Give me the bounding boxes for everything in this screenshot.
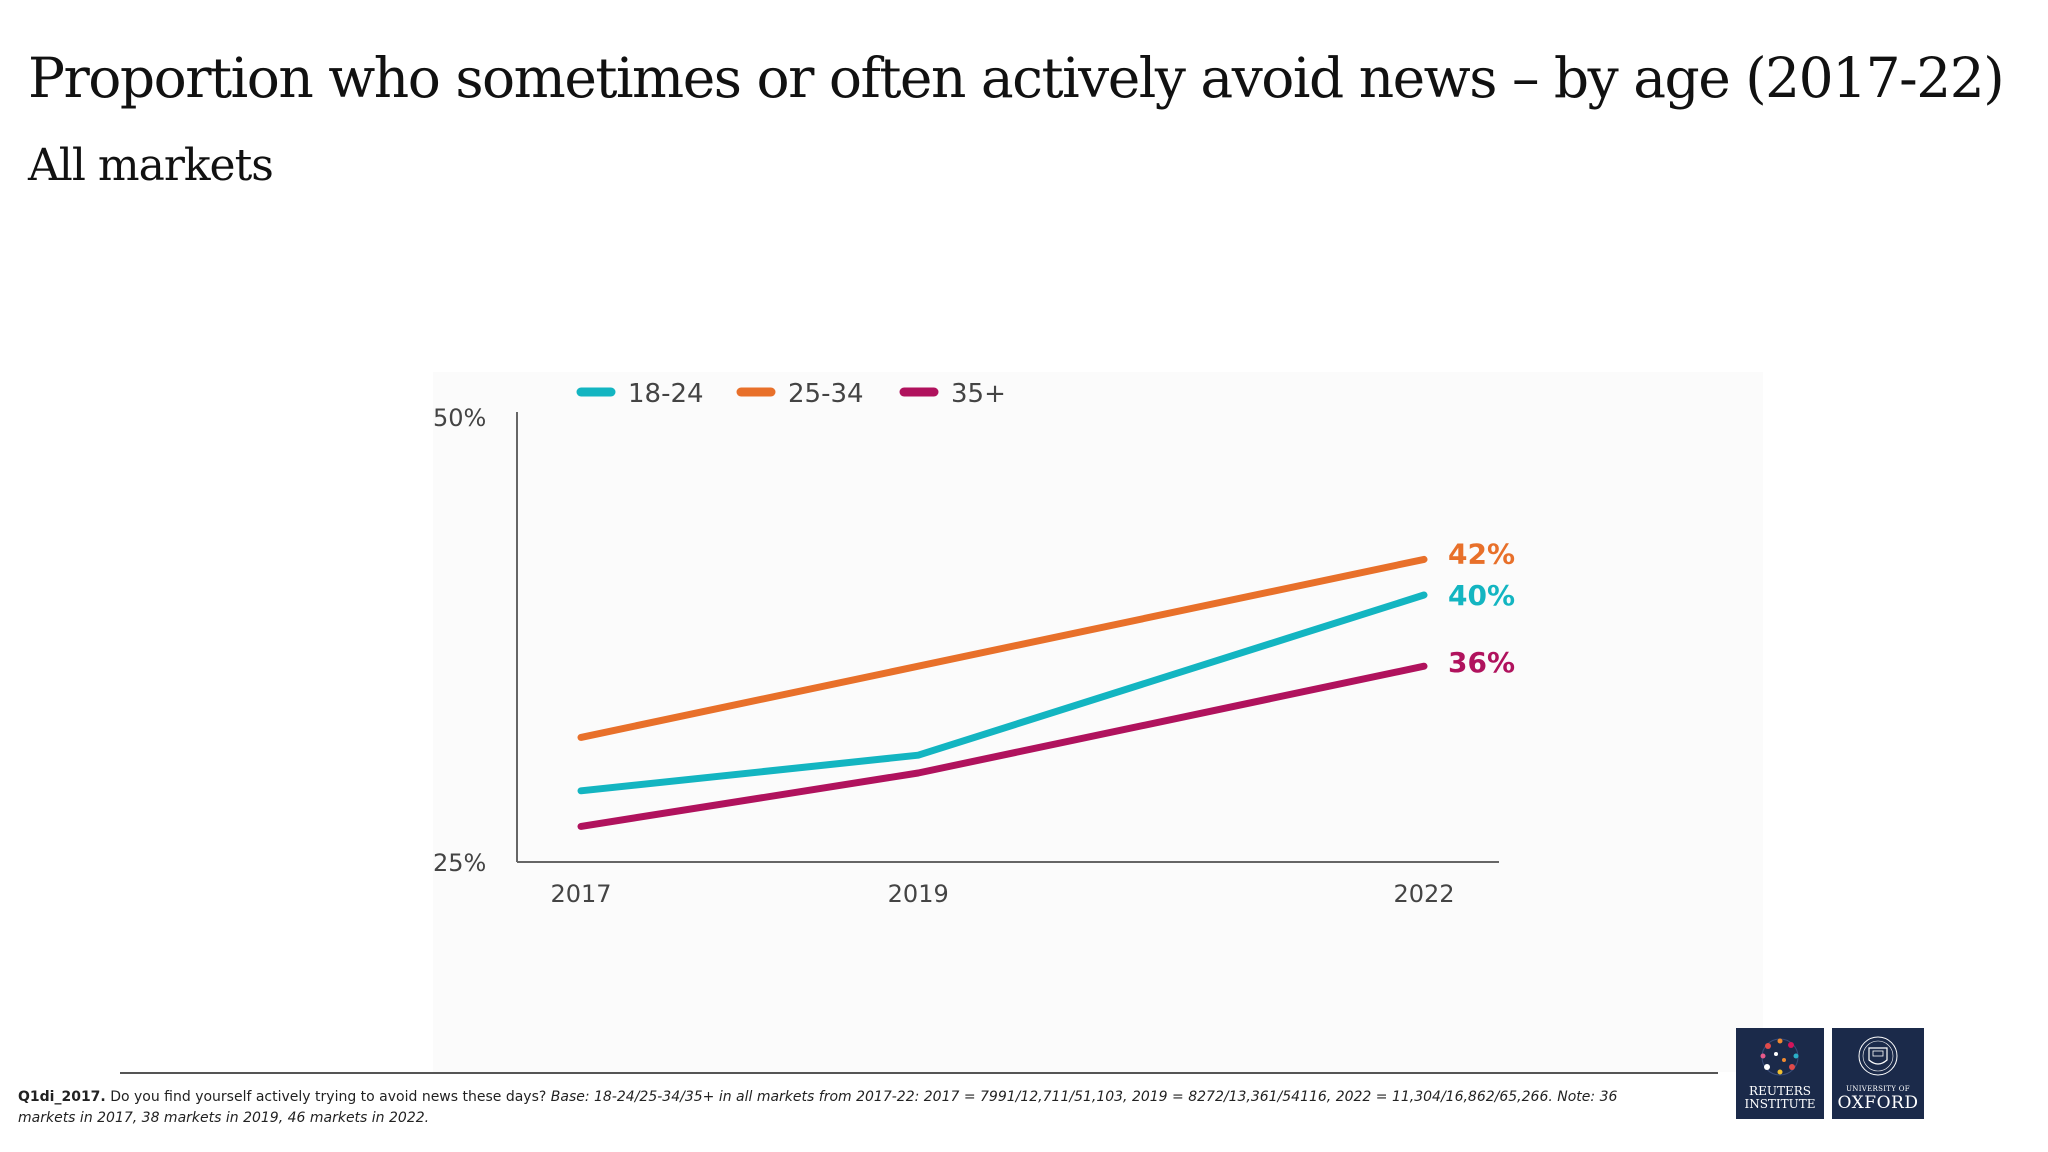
end-label-35+: 36% xyxy=(1448,646,1515,679)
legend-label-25-34: 25-34 xyxy=(788,379,864,409)
oxford-line1: UNIVERSITY OF xyxy=(1846,1085,1910,1093)
reuters-line1: REUTERS xyxy=(1749,1084,1811,1098)
oxford-line2: OXFORD xyxy=(1837,1093,1919,1113)
footnote-base: Base: 18-24/25-34/35+ in all markets fro… xyxy=(18,1089,1618,1126)
end-labels: 40% 42% 36% xyxy=(1448,537,1515,679)
legend-label-18-24: 18-24 xyxy=(628,379,704,409)
y-tick-label: 25% xyxy=(433,849,486,877)
x-tick-label: 2022 xyxy=(1393,880,1454,908)
reuters-dots-icon xyxy=(1760,1038,1799,1076)
footnote-divider xyxy=(120,1072,1718,1074)
slide-subtitle: All markets xyxy=(28,140,274,191)
end-label-18-24: 40% xyxy=(1448,579,1515,612)
chart-panel: 18-24 25-34 35+ 50% 25% 2017 2019 2022 40% 42% 3… xyxy=(433,372,1763,1072)
axes: 50% 25% 2017 2019 2022 xyxy=(433,404,1499,908)
footnote-code: Q1di_2017. xyxy=(18,1089,106,1105)
university-of-oxford-logo: UNIVERSITY OF OXFORD xyxy=(1832,1028,1924,1119)
legend: 18-24 25-34 35+ xyxy=(576,379,1006,409)
oxford-crest-icon xyxy=(1858,1036,1898,1076)
footnote: Q1di_2017. Do you find yourself actively… xyxy=(18,1087,1638,1129)
end-label-25-34: 42% xyxy=(1448,537,1515,570)
slide-title: Proportion who sometimes or often active… xyxy=(28,46,2005,110)
legend-label-35+: 35+ xyxy=(951,379,1006,409)
reuters-line2: INSTITUTE xyxy=(1744,1097,1816,1111)
x-tick-label: 2017 xyxy=(550,880,611,908)
series-line-18-24 xyxy=(577,591,1428,795)
x-tick-label: 2019 xyxy=(888,880,949,908)
y-tick-label: 50% xyxy=(433,404,486,432)
series-layer xyxy=(577,555,1428,830)
series-line-35+ xyxy=(577,662,1428,830)
line-chart: 18-24 25-34 35+ 50% 25% 2017 2019 2022 40% 42% 3… xyxy=(433,379,1515,908)
reuters-institute-logo: REUTERS INSTITUTE xyxy=(1736,1028,1824,1119)
series-line-25-34 xyxy=(577,555,1428,741)
footnote-question: Do you find yourself actively trying to … xyxy=(105,1089,551,1105)
